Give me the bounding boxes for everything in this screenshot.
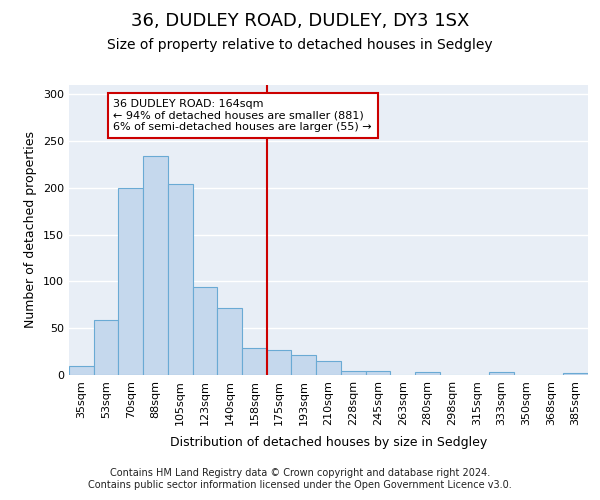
X-axis label: Distribution of detached houses by size in Sedgley: Distribution of detached houses by size … bbox=[170, 436, 487, 449]
Bar bbox=[168, 184, 193, 375]
Text: 36, DUDLEY ROAD, DUDLEY, DY3 1SX: 36, DUDLEY ROAD, DUDLEY, DY3 1SX bbox=[131, 12, 469, 30]
Text: Contains HM Land Registry data © Crown copyright and database right 2024.: Contains HM Land Registry data © Crown c… bbox=[110, 468, 490, 477]
Bar bbox=[489, 372, 514, 375]
Bar bbox=[341, 372, 365, 375]
Bar bbox=[143, 156, 168, 375]
Y-axis label: Number of detached properties: Number of detached properties bbox=[25, 132, 37, 328]
Bar bbox=[365, 372, 390, 375]
Text: 36 DUDLEY ROAD: 164sqm
← 94% of detached houses are smaller (881)
6% of semi-det: 36 DUDLEY ROAD: 164sqm ← 94% of detached… bbox=[113, 99, 372, 132]
Bar bbox=[118, 188, 143, 375]
Bar bbox=[94, 320, 118, 375]
Bar bbox=[217, 308, 242, 375]
Text: Contains public sector information licensed under the Open Government Licence v3: Contains public sector information licen… bbox=[88, 480, 512, 490]
Bar bbox=[316, 361, 341, 375]
Text: Size of property relative to detached houses in Sedgley: Size of property relative to detached ho… bbox=[107, 38, 493, 52]
Bar bbox=[415, 372, 440, 375]
Bar bbox=[69, 366, 94, 375]
Bar bbox=[563, 373, 588, 375]
Bar bbox=[292, 356, 316, 375]
Bar bbox=[242, 348, 267, 375]
Bar bbox=[193, 287, 217, 375]
Bar bbox=[267, 350, 292, 375]
